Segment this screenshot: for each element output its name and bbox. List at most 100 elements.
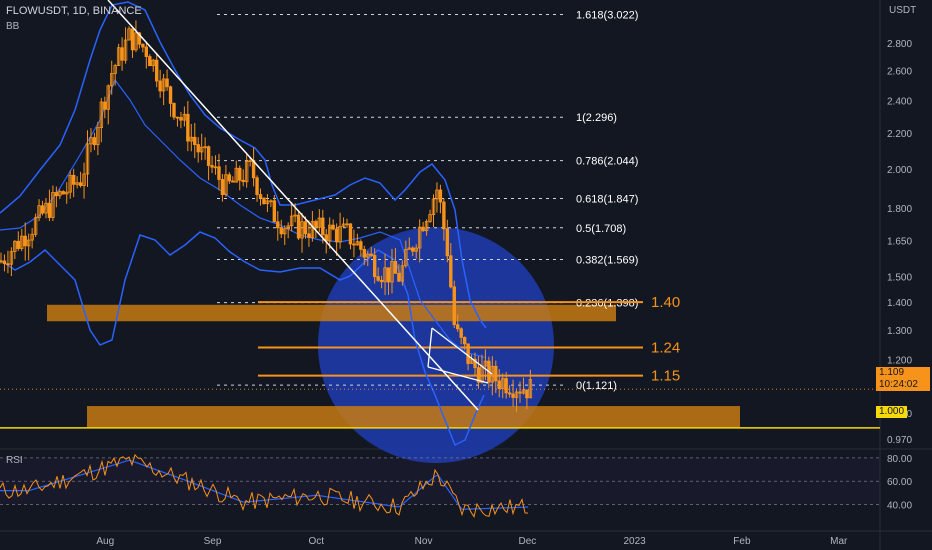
price-tick: 2.000: [887, 165, 912, 176]
candle-body: [525, 389, 529, 399]
candle-body: [317, 217, 322, 228]
candle-body: [234, 167, 238, 183]
candle-body: [438, 189, 443, 203]
candle-body: [47, 202, 52, 218]
price-tick: 1.200: [887, 356, 912, 367]
candle-body: [13, 240, 17, 252]
candle-body: [355, 241, 360, 246]
price-tick: 2.800: [887, 39, 912, 50]
candle-body: [75, 182, 79, 185]
candle-body: [199, 146, 204, 153]
indicator-label-bb[interactable]: BB: [6, 21, 20, 32]
candle-body: [507, 392, 512, 395]
candle-body: [0, 260, 3, 263]
bb-basis-line: [0, 78, 487, 359]
candle-body: [414, 247, 418, 252]
candle-body: [158, 80, 162, 92]
candle-body: [307, 233, 311, 238]
candle-body: [179, 117, 183, 121]
candle-body: [196, 144, 200, 153]
candle-body: [99, 101, 104, 129]
candle-body: [514, 391, 519, 398]
time-tick: Aug: [96, 536, 114, 547]
candle-body: [175, 116, 180, 119]
candle-body: [362, 248, 366, 258]
candle-body: [144, 46, 149, 57]
candle-body: [227, 174, 232, 182]
last-price-value: 1.109: [879, 367, 905, 378]
candle-body: [96, 127, 100, 146]
candle-body: [54, 192, 59, 197]
candle-body: [30, 233, 34, 241]
candle-body: [23, 235, 27, 247]
candle-body: [165, 78, 169, 88]
candle-body: [386, 267, 391, 283]
candle-body: [334, 228, 339, 243]
candle-body: [366, 253, 370, 258]
candle-body: [61, 191, 65, 195]
candle-body: [303, 221, 308, 235]
fib-label: 1.618(3.022): [576, 10, 638, 22]
candle-body: [442, 201, 446, 230]
fib-label: 0(1.121): [576, 380, 617, 392]
candle-body: [203, 146, 207, 149]
candle-body: [217, 166, 221, 180]
candle-body: [113, 65, 117, 74]
candle-body: [92, 137, 97, 146]
fib-label: 0.786(2.044): [576, 156, 638, 168]
candle-body: [238, 167, 242, 181]
candle-body: [186, 113, 190, 142]
bollinger-bands: [0, 1, 487, 447]
price-tick: 2.400: [887, 97, 912, 108]
candle-body: [404, 248, 408, 267]
candle-body: [26, 239, 31, 247]
wedge-upper-line: [431, 327, 493, 375]
candle-body: [435, 189, 439, 200]
candle-body: [473, 358, 477, 369]
candle-body: [151, 59, 155, 67]
candle-body: [130, 28, 135, 51]
downtrend-line: [107, 0, 479, 411]
candle-body: [68, 174, 72, 193]
candle-body: [262, 197, 266, 205]
candle-body: [213, 166, 218, 169]
candle-body: [283, 228, 287, 235]
candle-body: [528, 379, 533, 399]
indicator-label-rsi[interactable]: RSI: [6, 455, 23, 466]
price-tick: 1.650: [887, 237, 912, 248]
candle-body: [161, 78, 166, 92]
candle-body: [120, 47, 124, 61]
candle-body: [376, 276, 380, 281]
rsi-pane: [0, 453, 880, 518]
rsi-line: [0, 453, 529, 518]
candle-body: [71, 174, 76, 185]
candlesticks: [0, 20, 533, 412]
candle-body: [286, 225, 290, 230]
level-label: 1.24: [651, 339, 680, 356]
candle-body: [44, 202, 48, 214]
price-tick: 1.800: [887, 204, 912, 215]
trendlines: [107, 0, 493, 411]
candle-body: [383, 267, 387, 283]
bar-countdown: 10:24:02: [879, 379, 918, 390]
candle-body: [65, 191, 69, 195]
level-label: 1.40: [651, 294, 680, 311]
symbol-title[interactable]: FLOWUSDT, 1D, BINANCE: [6, 5, 142, 17]
candle-body: [300, 221, 304, 239]
time-tick: Dec: [518, 536, 536, 547]
candle-body: [220, 179, 225, 195]
candle-body: [106, 85, 110, 110]
candle-body: [476, 367, 481, 383]
bb-upper-band: [0, 1, 487, 329]
time-tick: Feb: [733, 536, 751, 547]
candle-body: [137, 32, 142, 45]
candle-body: [504, 378, 508, 394]
candle-body: [393, 261, 398, 274]
candle-body: [2, 260, 7, 265]
candle-body: [148, 56, 152, 67]
candle-body: [314, 221, 318, 228]
candle-body: [379, 279, 384, 283]
candle-body: [123, 39, 128, 61]
candle-body: [6, 263, 10, 266]
